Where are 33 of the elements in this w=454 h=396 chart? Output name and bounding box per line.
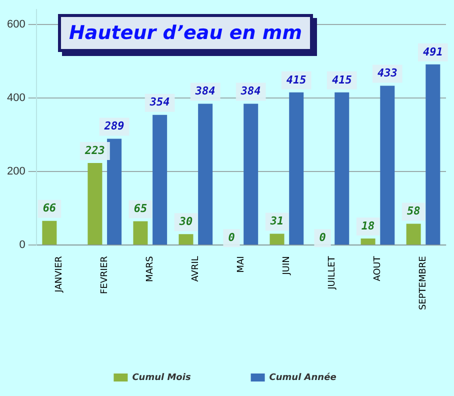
data-label: 415 [286,73,307,86]
data-label: 384 [240,84,262,98]
data-label: 31 [269,214,284,228]
data-label: 65 [134,202,148,216]
x-tick-label: JUILLET [328,256,338,290]
data-label: 289 [103,120,125,133]
data-label: 384 [194,84,216,98]
data-label: 223 [84,144,106,157]
data-label: 354 [148,96,170,109]
data-label: 30 [178,214,193,228]
x-tick-label: MARS [145,256,156,282]
x-tick-label: JUIN [282,256,292,276]
x-tick-label: MAI [236,256,247,273]
data-label: 58 [406,204,421,218]
y-tick-label: 600 [6,18,26,30]
y-tick-label: 0 [19,239,26,252]
x-tick-label: SEPTEMBRE [418,256,429,310]
data-label: 0 [319,230,326,244]
data-label: 433 [377,66,398,80]
y-tick-label: 200 [6,166,26,178]
x-tick-label: JANVIER [54,256,64,294]
x-tick-label: AOUT [373,256,384,282]
legend-label: Cumul Mois [132,372,192,383]
y-tick-label: 400 [6,92,26,104]
data-label: 18 [361,219,376,232]
text: Hauteur d’eau en mm [58,14,314,52]
data-label: 66 [42,202,56,215]
x-tick-label: AVRIL [191,256,202,282]
data-label: 491 [422,45,443,58]
x-tick-label: FEVRIER [100,256,110,294]
data-label: 0 [228,230,236,244]
data-label: 415 [332,73,352,86]
legend-label: Cumul Année [269,372,336,383]
